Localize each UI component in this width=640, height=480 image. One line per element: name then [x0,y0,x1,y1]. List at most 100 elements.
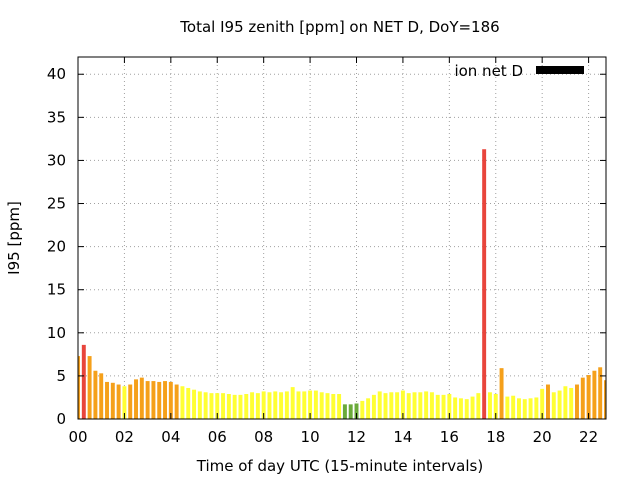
bar [487,392,492,419]
bar [168,381,173,419]
bar [255,393,260,419]
bar [569,387,574,419]
bar [429,392,434,419]
bar [337,394,342,419]
legend-swatch [536,66,584,74]
x-axis-label: Time of day UTC (15-minute intervals) [196,457,483,475]
bar [290,387,295,419]
chart-title: Total I95 zenith [ppm] on NET D, DoY=186 [179,18,499,36]
bar [192,389,197,419]
bar [464,399,469,419]
bar [93,370,98,419]
x-tick-label: 12 [347,428,366,446]
legend: ion net D [454,62,584,80]
x-tick-label: 10 [301,428,320,446]
bar [134,379,138,419]
bar [163,381,168,419]
bar [221,393,226,419]
bar [418,392,423,419]
bar [551,392,556,419]
bar [354,403,359,419]
bar [238,394,243,419]
y-tick-label: 0 [56,410,66,428]
bar [157,381,162,419]
bar [99,373,104,419]
bar [151,381,156,419]
bar [215,393,220,419]
bar [261,391,266,419]
x-tick-label: 18 [486,428,505,446]
bar [534,397,539,419]
bar [139,377,144,419]
bar [499,368,504,419]
bar [511,395,516,419]
plot-frame [77,56,607,420]
y-tick-label: 15 [47,281,66,299]
bar [250,392,255,419]
bar [516,398,521,419]
x-tick-label: 04 [161,428,180,446]
y-tick-label: 30 [47,151,66,169]
bar [319,392,324,419]
bar [308,390,313,419]
bar [273,391,278,419]
bar [313,390,318,419]
bar [586,375,591,419]
x-tick-label: 22 [579,428,598,446]
grid [78,57,606,419]
bar [476,393,481,419]
bar [482,149,487,419]
bar [360,400,365,419]
bar [203,392,208,419]
y-tick-label: 5 [56,367,66,385]
bar [232,394,237,419]
bar [540,388,545,419]
bar [105,381,109,419]
bar [81,344,86,419]
bar [447,394,452,419]
bar [209,393,214,419]
bar [458,398,463,419]
bar [342,404,347,419]
bar [580,377,585,419]
bar [383,393,388,419]
bar [424,391,429,419]
bar [296,391,301,419]
bar [279,392,284,419]
bar [110,382,115,419]
bar [366,398,371,419]
bar [557,390,562,419]
bar [493,394,498,419]
y-axis-label: I95 [ppm] [5,201,23,275]
y-tick-label: 25 [47,195,66,213]
bar [116,384,121,419]
bar [435,394,440,419]
bar [197,391,202,419]
x-tick-label: 16 [440,428,459,446]
bar [174,384,179,419]
bar [377,391,382,419]
y-tick-label: 10 [47,324,66,342]
x-tick-label: 06 [208,428,227,446]
legend-label: ion net D [454,62,523,80]
bar [325,393,330,419]
bar [470,396,475,419]
x-tick-label: 20 [533,428,552,446]
bar [505,396,510,419]
bar [592,370,597,419]
bar [180,386,185,419]
bar [389,392,394,419]
bar [575,384,579,419]
x-tick-label: 14 [393,428,412,446]
bar [78,356,80,419]
bar [87,356,92,419]
y-tick-label: 20 [47,238,66,256]
bar [226,394,231,419]
bar [145,381,150,419]
x-tick-label: 02 [115,428,134,446]
bar [546,384,550,419]
bar [122,386,127,419]
x-tick-label: 00 [68,428,87,446]
bar [371,394,376,419]
bar [302,391,307,419]
